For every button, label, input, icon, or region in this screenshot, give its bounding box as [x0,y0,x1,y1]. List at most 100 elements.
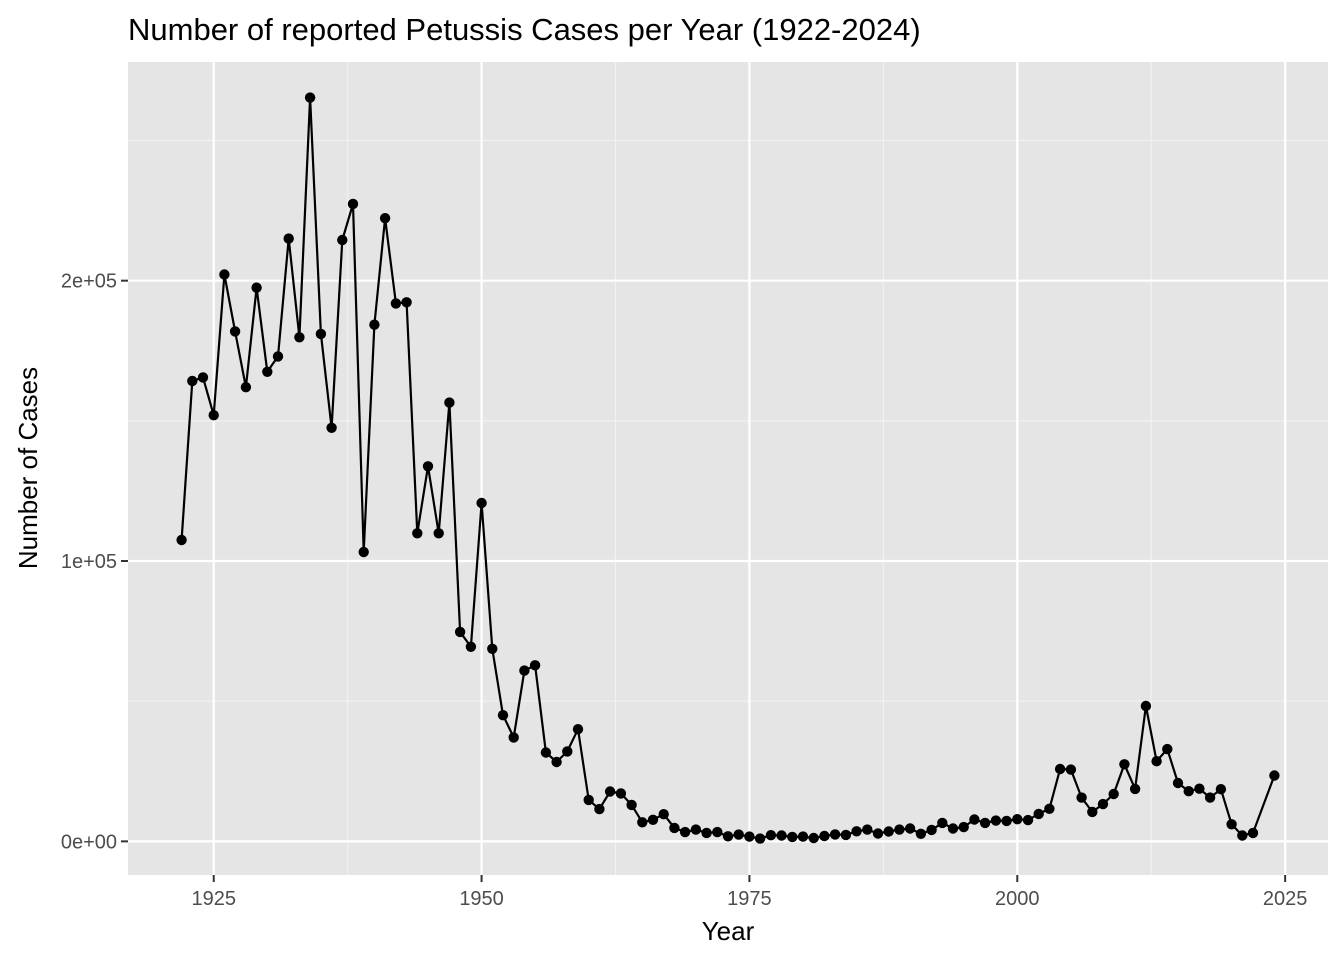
data-point-2022 [1247,827,1259,839]
data-point-1995 [958,821,969,833]
data-point-1951 [487,643,498,654]
data-point-1937 [337,234,348,246]
data-point-1978 [776,830,787,841]
data-point-1934 [304,92,316,103]
data-point-1961 [594,803,605,815]
data-point-1946 [433,528,444,539]
data-point-1968 [669,822,680,834]
series-points [176,92,1280,844]
data-point-1922 [176,534,187,546]
data-point-2000 [1012,814,1023,825]
data-point-1967 [658,809,669,820]
data-point-1940 [369,319,380,330]
data-point-2019 [1215,784,1227,795]
data-point-2002 [1033,808,1044,820]
data-point-2009 [1108,788,1119,800]
data-point-1969 [679,826,691,838]
x-axis-title: Year [702,916,755,946]
data-point-1936 [326,422,337,433]
data-point-1930 [262,366,273,377]
data-point-1944 [412,528,423,539]
data-point-2007 [1087,806,1098,818]
data-point-1988 [883,826,894,837]
data-point-1939 [358,546,369,558]
data-point-1948 [454,626,466,638]
data-point-1941 [379,213,391,224]
data-point-1942 [390,298,402,309]
y-tick-label-200000: 2e+05 [61,271,117,293]
data-point-1965 [637,817,648,828]
data-point-1943 [401,297,412,308]
data-point-1991 [915,828,927,839]
data-point-2014 [1162,743,1173,755]
data-point-2005 [1065,764,1077,775]
data-point-1984 [840,829,852,841]
data-point-1980 [797,831,809,842]
data-point-1992 [926,824,937,836]
data-point-2003 [1044,803,1055,814]
data-point-2010 [1119,759,1130,770]
data-point-1952 [497,710,509,721]
data-point-2004 [1054,763,1066,775]
data-point-1979 [787,831,798,843]
data-point-1981 [808,832,819,844]
data-point-1958 [562,746,573,757]
data-point-1932 [283,233,294,244]
grid-major [128,62,1328,875]
x-tick-label-1975: 1975 [727,888,772,910]
data-point-1973 [722,831,734,842]
data-point-2008 [1097,798,1109,810]
data-point-1990 [904,823,916,834]
data-point-1929 [251,282,262,293]
data-point-1996 [969,814,980,825]
chart-title: Number of reported Petussis Cases per Ye… [128,12,921,47]
data-point-1924 [197,372,209,383]
data-point-1933 [294,332,305,343]
plot-panel [128,62,1328,875]
data-point-1994 [947,823,959,834]
data-point-1982 [819,830,830,842]
data-point-1986 [862,824,873,835]
data-point-1935 [315,328,327,340]
data-point-1972 [712,826,723,838]
grid-minor [128,62,1328,875]
x-tick-label-1950: 1950 [459,888,504,910]
data-point-2006 [1076,792,1087,803]
data-point-1983 [829,829,841,840]
data-point-2021 [1237,830,1248,841]
data-point-1923 [187,375,198,387]
x-axis: 1925 1950 1975 2000 2025 [191,875,1307,910]
data-point-1970 [690,824,702,835]
data-point-1971 [701,827,712,839]
x-tick-label-2025: 2025 [1263,888,1308,910]
data-point-1975 [744,831,755,842]
data-point-1928 [240,382,252,393]
data-point-1957 [551,756,562,768]
data-point-1976 [754,833,766,844]
data-point-2001 [1022,814,1034,826]
data-point-1925 [208,410,219,421]
data-point-1963 [615,788,627,799]
data-point-2020 [1226,819,1237,830]
y-axis: 0e+00 1e+05 2e+05 [61,271,128,853]
data-point-1966 [647,814,659,825]
data-point-2018 [1204,792,1216,803]
data-point-1998 [990,815,1002,826]
data-point-2017 [1194,783,1205,794]
data-point-1955 [529,660,541,671]
x-tick-label-1925: 1925 [191,888,236,910]
x-tick-label-2000: 2000 [995,888,1040,910]
data-point-1954 [519,665,530,676]
data-point-1947 [444,397,455,408]
data-point-1945 [422,461,434,472]
data-point-1953 [508,732,519,743]
data-point-1938 [347,198,359,210]
data-point-1964 [626,799,637,811]
data-point-1993 [937,817,948,829]
data-point-1950 [476,497,487,509]
data-point-1962 [604,786,616,797]
data-point-1959 [572,724,584,735]
data-point-2024 [1269,770,1280,781]
data-point-1977 [765,830,777,841]
